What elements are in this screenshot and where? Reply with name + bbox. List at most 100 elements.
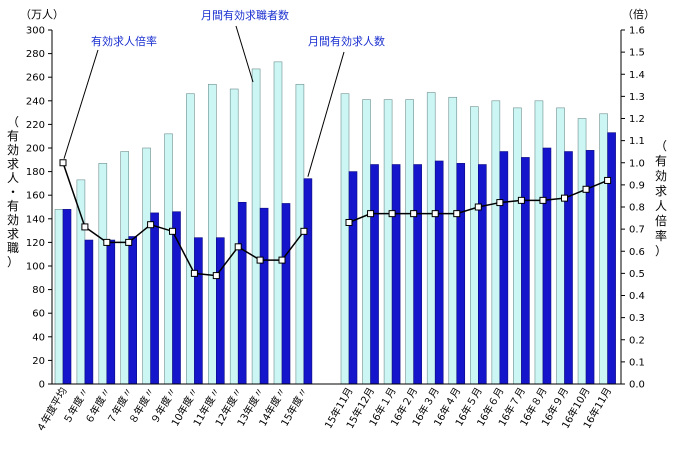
right-tick-label: 1.6 bbox=[629, 26, 645, 37]
bar-seekers bbox=[340, 93, 350, 385]
bar-seekers bbox=[98, 163, 108, 385]
ratio-point bbox=[561, 194, 568, 202]
bar-seekers bbox=[556, 107, 565, 385]
bar-openings bbox=[259, 207, 269, 385]
bar-openings bbox=[348, 171, 358, 385]
bar-seekers bbox=[491, 100, 501, 385]
ratio-point bbox=[474, 203, 482, 211]
ratio-point bbox=[125, 238, 133, 246]
bar-openings bbox=[499, 151, 509, 385]
bar-openings bbox=[128, 236, 137, 385]
bar-seekers bbox=[251, 68, 261, 385]
series-callout-label: 月間有効求職者数 bbox=[201, 8, 289, 22]
bar-openings bbox=[542, 147, 552, 385]
ratio-point bbox=[278, 256, 286, 264]
ratio-point bbox=[604, 176, 612, 184]
bar-openings bbox=[216, 237, 225, 385]
ratio-point bbox=[300, 227, 308, 235]
series-callout-label: 有効求人倍率 bbox=[91, 34, 157, 48]
left-tick-label: 100 bbox=[26, 262, 45, 273]
bar-openings bbox=[84, 239, 94, 385]
ratio-line bbox=[62, 162, 305, 277]
ratio-point bbox=[496, 199, 504, 207]
bar-openings bbox=[303, 178, 313, 385]
ratio-point bbox=[345, 218, 353, 226]
bar-openings bbox=[391, 164, 401, 385]
right-tick-label: 1.5 bbox=[629, 48, 645, 59]
ratio-point bbox=[431, 210, 439, 218]
bar-seekers bbox=[142, 147, 151, 385]
bar-seekers bbox=[164, 133, 173, 385]
bar-openings bbox=[607, 132, 616, 385]
ratio-point bbox=[169, 227, 176, 235]
bar-openings bbox=[62, 209, 72, 385]
axes-layer: 0 20 40 60 80 100 120 140 160 180 200 220 240 260 280 3… bbox=[26, 26, 645, 435]
bar-openings bbox=[150, 212, 159, 385]
bar-seekers bbox=[426, 92, 436, 385]
bar-seekers bbox=[513, 107, 522, 385]
bars-layer bbox=[54, 61, 616, 385]
right-tick-label: 0.4 bbox=[629, 291, 645, 302]
ratio-point bbox=[410, 210, 418, 218]
bar-openings bbox=[237, 201, 247, 385]
ratio-point bbox=[147, 221, 155, 229]
ratio-point bbox=[234, 243, 242, 251]
left-tick-label: 20 bbox=[32, 356, 45, 367]
category-label: ４年度平均 bbox=[33, 385, 69, 435]
callout-leader-line bbox=[63, 49, 99, 159]
text-layer: （万人） （倍） （有効求人・有効求職） （有効求人倍率） bbox=[7, 7, 667, 269]
right-tick-label: 1.0 bbox=[629, 158, 645, 169]
ratio-point bbox=[388, 210, 396, 218]
bar-openings bbox=[521, 157, 530, 385]
ratio-point bbox=[59, 159, 67, 167]
bar-openings bbox=[434, 160, 444, 385]
left-unit-label: （万人） bbox=[20, 8, 64, 21]
right-tick-label: 1.2 bbox=[629, 114, 645, 125]
ratio-point bbox=[256, 256, 264, 264]
right-tick-label: 0.0 bbox=[629, 380, 645, 391]
bar-seekers bbox=[208, 83, 217, 385]
bar-seekers bbox=[186, 93, 195, 385]
ratio-point bbox=[453, 210, 461, 218]
left-tick-label: 60 bbox=[32, 309, 45, 320]
right-tick-label: 1.4 bbox=[629, 70, 645, 81]
left-tick-label: 280 bbox=[26, 49, 45, 60]
left-tick-label: 120 bbox=[26, 238, 45, 249]
bar-seekers bbox=[469, 106, 479, 385]
right-tick-label: 0.3 bbox=[629, 313, 645, 324]
bar-openings bbox=[413, 164, 422, 385]
right-tick-label: 1.1 bbox=[629, 136, 645, 147]
right-tick-label: 0.9 bbox=[629, 180, 645, 191]
bar-openings bbox=[106, 239, 116, 385]
bar-seekers bbox=[599, 113, 608, 385]
ratio-line-layer bbox=[59, 159, 612, 280]
ratio-point bbox=[517, 196, 525, 204]
left-tick-label: 160 bbox=[26, 191, 45, 202]
bar-seekers bbox=[577, 118, 587, 385]
left-tick-label: 140 bbox=[26, 214, 45, 225]
bar-openings bbox=[477, 164, 487, 385]
bar-openings bbox=[585, 150, 595, 385]
right-tick-label: 0.6 bbox=[629, 247, 645, 258]
bar-seekers bbox=[405, 99, 414, 385]
ratio-point bbox=[367, 210, 375, 218]
ratio-point bbox=[81, 223, 89, 231]
bar-openings bbox=[564, 151, 573, 385]
bar-seekers bbox=[273, 61, 283, 385]
bar-seekers bbox=[362, 99, 371, 385]
ratio-point bbox=[539, 196, 547, 204]
callout-leader-line bbox=[235, 25, 254, 83]
left-tick-label: 300 bbox=[26, 26, 45, 37]
right-axis-title: （有効求人倍率） bbox=[655, 139, 667, 258]
callout-leader-line bbox=[307, 51, 345, 177]
bar-seekers bbox=[383, 99, 393, 385]
bar-seekers bbox=[120, 151, 129, 385]
left-tick-label: 240 bbox=[26, 96, 45, 107]
bar-openings bbox=[194, 237, 203, 385]
right-tick-label: 0.8 bbox=[629, 203, 645, 214]
right-tick-label: 0.5 bbox=[629, 269, 645, 280]
ratio-point bbox=[582, 185, 590, 193]
